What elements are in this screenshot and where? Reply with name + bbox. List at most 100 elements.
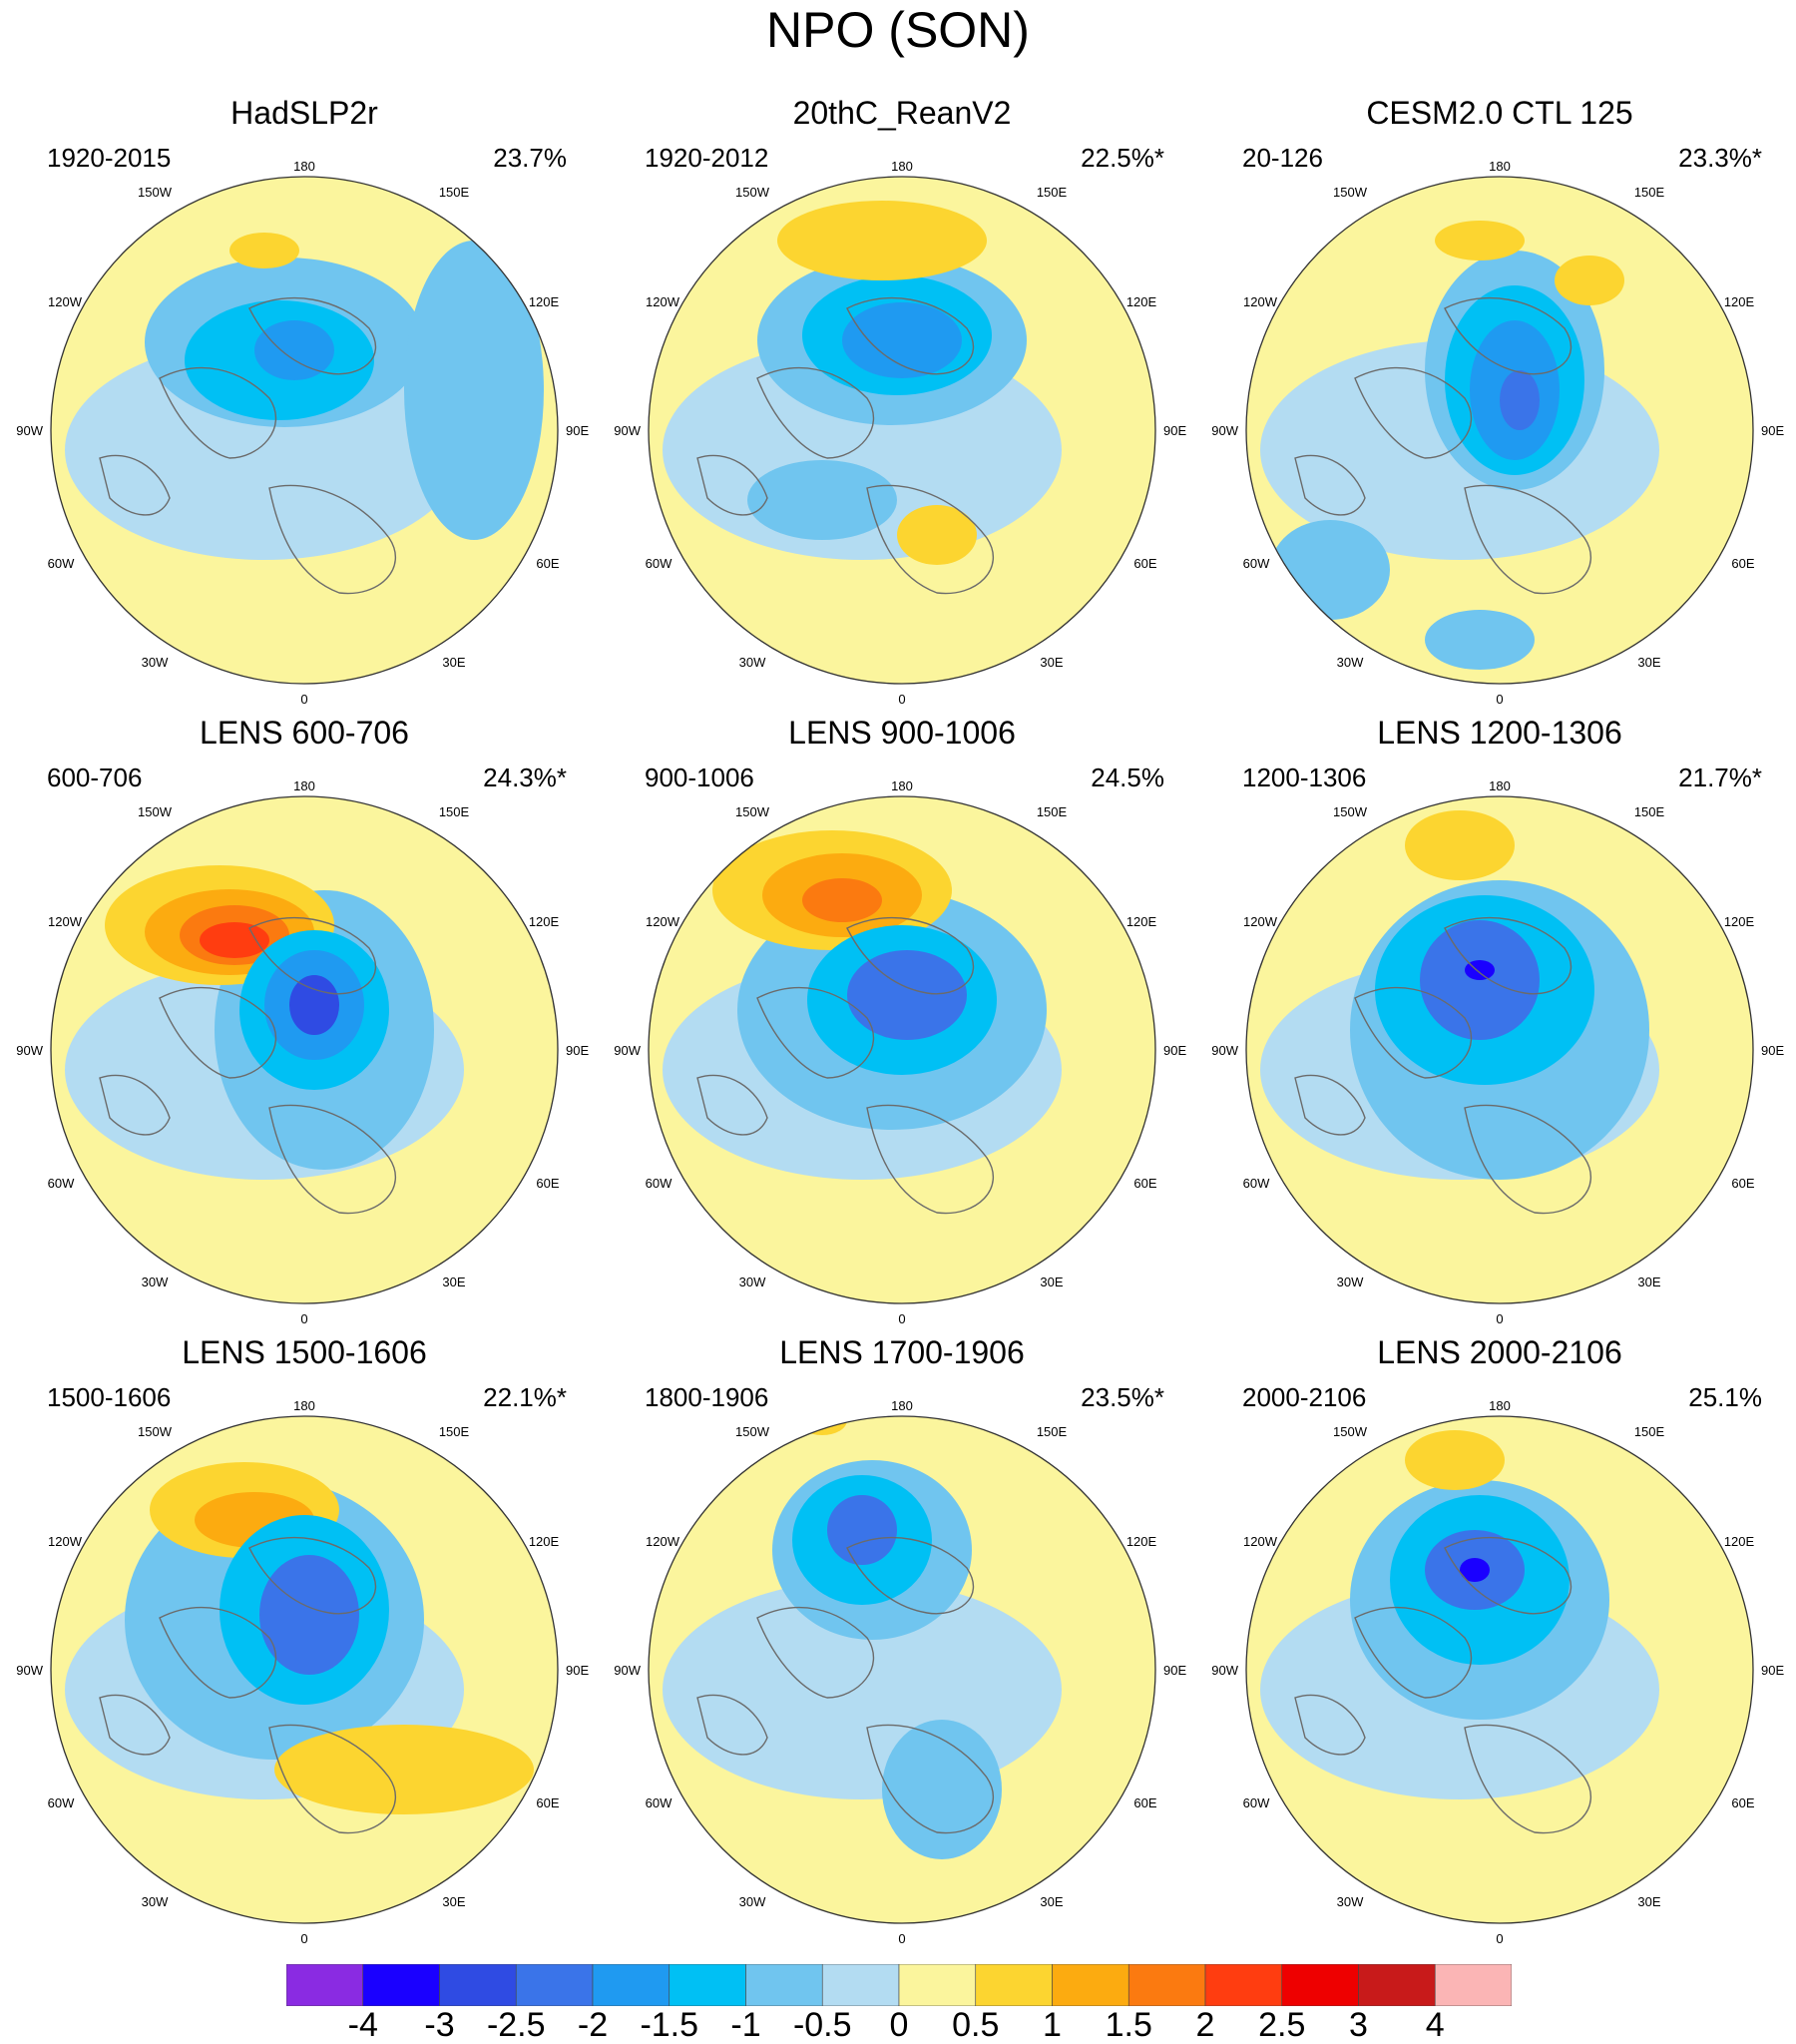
map-panel: LENS 600-706 600-706 24.3%* 180 0 150W 150E 120…	[10, 705, 599, 1326]
anomaly-contour	[842, 302, 962, 378]
longitude-label: 30W	[739, 655, 766, 670]
coastline	[846, 296, 974, 375]
anomaly-contour	[802, 878, 882, 922]
coastline	[268, 1104, 396, 1215]
longitude-label: 150W	[1333, 185, 1368, 200]
anomaly-contour	[1405, 810, 1515, 880]
panel-variance: 25.1%	[1688, 1382, 1762, 1412]
longitude-label: 60W	[48, 1176, 75, 1191]
longitude-label: 120E	[529, 294, 560, 309]
longitude-label: 0	[898, 1311, 905, 1326]
longitude-label: 90E	[1761, 1663, 1784, 1678]
panel-title: LENS 1500-1606	[182, 1334, 427, 1370]
longitude-label: 150W	[138, 804, 173, 819]
longitude-label: 180	[1489, 778, 1511, 793]
coastline	[1294, 1694, 1366, 1756]
longitude-label: 30E	[1637, 1894, 1660, 1909]
panel-period: 1500-1606	[47, 1382, 172, 1412]
coastline	[1464, 1104, 1591, 1215]
panel-variance: 23.3%*	[1678, 143, 1762, 173]
anomaly-contour	[1460, 1558, 1490, 1582]
longitude-label: 60W	[48, 556, 75, 571]
longitude-label: 30E	[1637, 1275, 1660, 1289]
colorbar-swatch	[1281, 1964, 1359, 2006]
longitude-label: 30E	[1040, 1275, 1063, 1289]
longitude-label: 90W	[614, 1663, 641, 1678]
longitude-label: 60W	[1243, 1176, 1270, 1191]
longitude-label: 120E	[1126, 914, 1157, 929]
anomaly-contour	[1425, 610, 1535, 670]
colorbar-swatch	[362, 1964, 440, 2006]
coastline	[1354, 986, 1472, 1079]
panel-period: 900-1006	[645, 763, 754, 792]
coastline	[1294, 454, 1366, 516]
longitude-label: 150E	[1634, 1424, 1665, 1439]
anomaly-contour	[847, 950, 967, 1040]
longitude-label: 0	[300, 1931, 307, 1946]
panel-period: 2000-2106	[1242, 1382, 1367, 1412]
colorbar-swatch	[592, 1964, 671, 2006]
longitude-label: 30W	[739, 1275, 766, 1289]
colorbar-tick-label: 0.5	[952, 2006, 1000, 2044]
map-boundary	[50, 176, 559, 685]
map-panel: CESM2.0 CTL 125 20-126 23.3%* 180 0 150W 150E 1…	[1205, 85, 1794, 707]
longitude-label: 150E	[1037, 185, 1068, 200]
coastline	[248, 296, 376, 375]
panel-title: 20thC_ReanV2	[792, 95, 1012, 131]
longitude-label: 0	[300, 692, 307, 707]
longitude-label: 150W	[1333, 804, 1368, 819]
longitude-label: 60E	[536, 556, 559, 571]
anomaly-contour	[747, 460, 897, 540]
longitude-label: 90E	[566, 423, 589, 438]
coastline	[1444, 1536, 1572, 1615]
longitude-label: 90E	[566, 1663, 589, 1678]
longitude-label: 120W	[646, 1534, 680, 1549]
longitude-label: 150E	[439, 185, 470, 200]
longitude-label: 60E	[536, 1795, 559, 1810]
longitude-label: 60W	[48, 1795, 75, 1810]
longitude-label: 90W	[16, 1663, 43, 1678]
longitude-label: 150E	[439, 804, 470, 819]
panel-variance: 24.5%	[1091, 763, 1164, 792]
coastline	[159, 986, 276, 1079]
panel-variance: 22.1%*	[483, 1382, 567, 1412]
longitude-label: 90W	[16, 1043, 43, 1058]
coastline	[1464, 484, 1591, 595]
map-panel: LENS 1700-1906 1800-1906 23.5%* 180 0 150W 150…	[608, 1324, 1196, 1946]
colorbar-swatch	[439, 1964, 517, 2006]
anomaly-contour	[259, 1555, 359, 1675]
coastline	[756, 986, 874, 1079]
longitude-label: 30E	[1637, 655, 1660, 670]
longitude-label: 90E	[1163, 423, 1186, 438]
polar-map: 180 0 150W 150E 120W 120E 90W 90E 60W 60E 30W 30E	[16, 159, 589, 707]
longitude-label: 90E	[1761, 423, 1784, 438]
longitude-label: 0	[300, 1311, 307, 1326]
anomaly-contour	[200, 922, 269, 958]
longitude-label: 180	[293, 159, 315, 174]
map-boundary	[648, 176, 1156, 685]
anomaly-contour	[797, 1416, 847, 1435]
colorbar-tick-label: 2	[1195, 2006, 1215, 2044]
coastline	[99, 1074, 171, 1136]
longitude-label: 150E	[1037, 1424, 1068, 1439]
coastline	[268, 1724, 396, 1834]
longitude-label: 30E	[442, 1275, 465, 1289]
panel-variance: 22.5%*	[1081, 143, 1164, 173]
longitude-label: 90E	[1761, 1043, 1784, 1058]
longitude-label: 90E	[1163, 1043, 1186, 1058]
map-boundary	[1245, 1415, 1754, 1924]
longitude-label: 60E	[536, 1176, 559, 1191]
colorbar-labels: -4 -3 -2.5 -2 -1.5 -1 -0.5 0 0.5 1 1.5 2 2.5 3 4	[286, 2008, 1512, 2043]
coastline	[268, 484, 396, 595]
coastline	[866, 1724, 994, 1834]
longitude-label: 0	[1496, 692, 1503, 707]
longitude-label: 30W	[142, 1275, 169, 1289]
longitude-label: 60W	[646, 556, 673, 571]
longitude-label: 90W	[1211, 423, 1238, 438]
colorbar-swatch	[821, 1964, 900, 2006]
longitude-label: 120E	[1724, 294, 1755, 309]
colorbar-tick-label: 3	[1349, 2006, 1368, 2044]
longitude-label: 90W	[614, 1043, 641, 1058]
longitude-label: 30W	[739, 1894, 766, 1909]
panel-period: 1920-2015	[47, 143, 172, 173]
